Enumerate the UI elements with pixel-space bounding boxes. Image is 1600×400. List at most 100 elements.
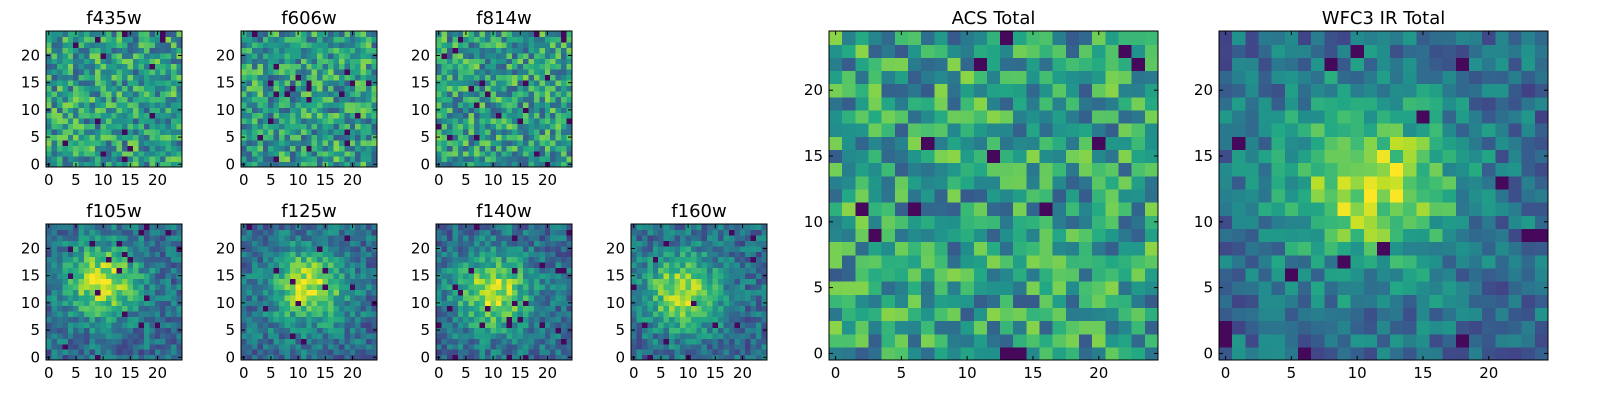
heatmap-cell <box>355 289 362 296</box>
heatmap-cell <box>306 58 313 65</box>
heatmap-cell <box>62 107 69 114</box>
heatmap-cell <box>338 272 345 279</box>
heatmap-cell <box>257 240 264 247</box>
heatmap-cell <box>484 321 491 328</box>
heatmap-cell <box>829 215 843 229</box>
heatmap-cell <box>371 36 378 43</box>
heatmap-cell <box>728 327 735 334</box>
y-tick-label: 15 <box>411 267 430 285</box>
heatmap-cell <box>241 294 248 301</box>
heatmap-cell <box>251 240 258 247</box>
heatmap-cell <box>251 300 258 307</box>
heatmap-cell <box>517 69 524 76</box>
heatmap-cell <box>116 58 123 65</box>
heatmap-cell <box>133 112 140 119</box>
heatmap-cell <box>647 294 654 301</box>
heatmap-cell <box>251 31 258 38</box>
heatmap-cell <box>636 338 643 345</box>
heatmap-cell <box>761 262 768 269</box>
heatmap-cell <box>463 52 470 59</box>
heatmap-cell <box>739 256 746 263</box>
heatmap-cell <box>539 321 546 328</box>
heatmap-cell <box>452 90 459 97</box>
panel-title: f125w <box>281 201 336 222</box>
heatmap-cell <box>268 52 275 59</box>
heatmap-cell <box>105 79 112 86</box>
heatmap-cell <box>457 294 464 301</box>
heatmap-cell <box>262 267 269 274</box>
heatmap-cell <box>116 85 123 92</box>
heatmap-cell <box>1026 307 1041 322</box>
heatmap-cell <box>1118 215 1133 229</box>
heatmap-cell <box>641 224 648 231</box>
heatmap-cell <box>268 139 275 146</box>
heatmap-cell <box>355 118 362 125</box>
heatmap-cell <box>986 267 1001 282</box>
heatmap-cell <box>165 31 172 38</box>
heatmap-cell <box>67 128 74 135</box>
heatmap-cell <box>452 311 459 318</box>
heatmap-cell <box>539 41 546 48</box>
heatmap-cell <box>533 96 540 103</box>
heatmap-cell <box>171 245 178 252</box>
heatmap-cell <box>1013 346 1027 361</box>
heatmap-cell <box>268 278 275 285</box>
heatmap-cell <box>143 36 150 43</box>
heatmap-cell <box>658 278 665 285</box>
heatmap-cell <box>921 307 935 322</box>
heatmap-cell <box>561 79 568 86</box>
heatmap-cell <box>1013 307 1027 322</box>
heatmap-cell <box>446 321 453 328</box>
heatmap-cell <box>484 161 491 168</box>
heatmap-cell <box>371 240 378 247</box>
heatmap-cell <box>257 278 264 285</box>
heatmap-cell <box>728 311 735 318</box>
heatmap-cell <box>56 58 63 65</box>
heatmap-cell <box>322 123 329 130</box>
heatmap-cell <box>479 63 486 70</box>
heatmap-cell <box>468 112 475 119</box>
heatmap-cell <box>111 256 118 263</box>
heatmap-cell <box>344 251 351 258</box>
heatmap-cell <box>300 74 307 81</box>
heatmap-cell <box>165 272 172 279</box>
heatmap-cell <box>165 327 172 334</box>
heatmap-cell <box>89 161 96 168</box>
heatmap-cell <box>512 267 519 274</box>
heatmap-cell <box>745 332 752 339</box>
heatmap-cell <box>94 90 101 97</box>
heatmap-cell <box>62 41 69 48</box>
heatmap-cell <box>495 41 502 48</box>
heatmap-cell <box>133 256 140 263</box>
heatmap-cell <box>512 224 519 231</box>
heatmap-cell <box>696 305 703 312</box>
heatmap-cell <box>934 307 949 322</box>
heatmap-cell <box>701 240 708 247</box>
heatmap-cell <box>707 354 714 361</box>
heatmap-cell <box>1065 320 1080 335</box>
heatmap-cell <box>171 161 178 168</box>
heatmap-cell <box>960 307 975 322</box>
heatmap-cell <box>295 123 302 130</box>
heatmap-cell <box>669 240 676 247</box>
heatmap-cell <box>1065 307 1080 322</box>
heatmap-cell <box>468 74 475 81</box>
heatmap-cell <box>544 289 551 296</box>
heatmap-cell <box>246 134 253 141</box>
heatmap-cell <box>855 162 870 177</box>
heatmap-cell <box>284 283 291 290</box>
x-tick-label: 15 <box>121 364 140 382</box>
heatmap-cell <box>46 332 53 339</box>
heatmap-cell <box>176 278 183 285</box>
heatmap-cell <box>490 321 497 328</box>
heatmap-cell <box>701 251 708 258</box>
heatmap-cell <box>133 63 140 70</box>
heatmap-cell <box>149 112 156 119</box>
heatmap-cell <box>89 332 96 339</box>
heatmap-cell <box>463 36 470 43</box>
heatmap-cell <box>289 327 296 334</box>
heatmap-cell <box>566 349 573 356</box>
heatmap-cell <box>349 79 356 86</box>
heatmap-cell <box>528 278 535 285</box>
